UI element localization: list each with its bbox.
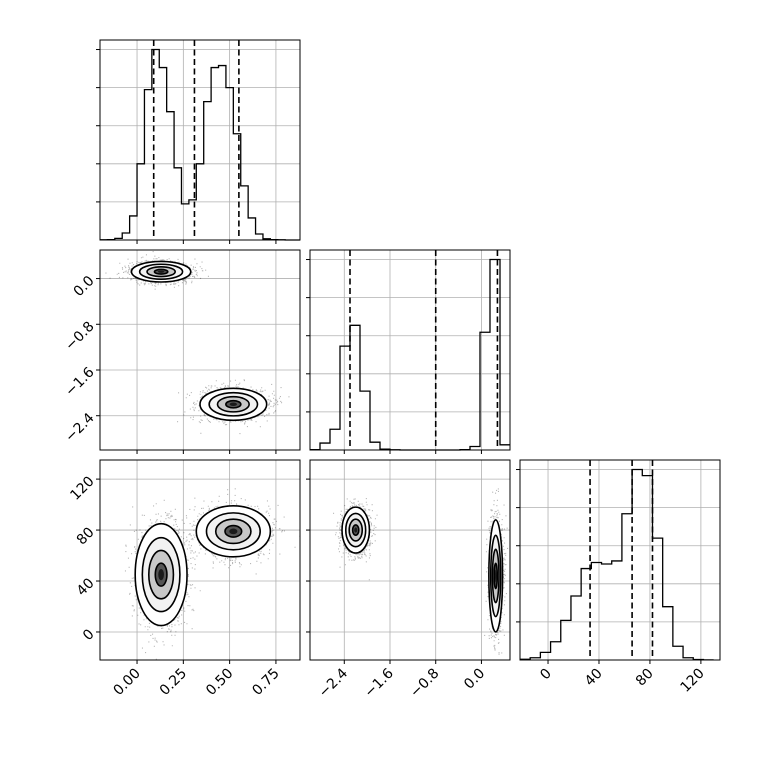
- ytick-label-p2-0: 0: [80, 626, 98, 644]
- panel-frame-2-1: [309, 459, 511, 661]
- panel-p0-p1-cluster-1-core: [229, 402, 237, 407]
- panel-frame-1-0: [99, 249, 301, 451]
- ytick-label-p2-1: 40: [74, 575, 98, 599]
- panel-p0-p1-cluster-0-core: [157, 270, 165, 273]
- ytick-label-p1-1: −1.6: [62, 364, 97, 399]
- quantile-lines-layer: [152, 40, 654, 660]
- xtick-label-p2-3: 120: [678, 666, 708, 696]
- axes-frames-layer: [96, 39, 721, 664]
- xtick-label-p1-0: −2.4: [316, 665, 351, 700]
- density-contours-layer: [130, 260, 504, 633]
- ytick-label-p1-3: 0.0: [71, 273, 98, 300]
- panel-frame-2-0: [99, 459, 301, 661]
- ytick-label-p1-2: −0.8: [62, 319, 97, 354]
- tick-labels-layer: 0.00 0.25 0.50 0.75 −2.4 −1.6 −0.8 0.0 0 40 80 120−…: [62, 273, 707, 701]
- xtick-label-p2-1: 40: [582, 666, 606, 690]
- xtick-label-p1-3: 0.0: [461, 666, 488, 693]
- hist-p1-steps: [310, 258, 510, 451]
- hist-p2-steps: [520, 468, 714, 661]
- ytick-label-p2-3: 120: [67, 473, 97, 503]
- panel-p1-p2-cluster-0-core: [354, 527, 358, 533]
- panel-p1-p2-cluster-1-core: [494, 569, 497, 583]
- xtick-label-p2-2: 80: [633, 666, 657, 690]
- xtick-label-p2-0: 0: [537, 666, 555, 684]
- panel-frame-2-2: [519, 459, 721, 661]
- xtick-label-p0-2: 0.50: [203, 666, 236, 699]
- xtick-label-p0-1: 0.25: [157, 666, 190, 699]
- xtick-label-p0-3: 0.75: [249, 666, 282, 699]
- panel-p0-p2-cluster-1-core: [229, 528, 238, 535]
- panel-frame-0-0: [99, 39, 301, 241]
- ytick-label-p2-2: 80: [74, 524, 98, 548]
- panel-p0-p2-cluster-0-core: [158, 569, 164, 581]
- panel-frame-1-1: [309, 249, 511, 451]
- ytick-label-p1-0: −2.4: [62, 410, 97, 445]
- grid-layer: [100, 40, 720, 660]
- hist-p0-steps: [100, 48, 300, 241]
- xtick-label-p1-2: −0.8: [407, 666, 442, 701]
- xtick-label-p0-0: 0.00: [111, 666, 144, 699]
- xtick-label-p1-1: −1.6: [361, 665, 396, 700]
